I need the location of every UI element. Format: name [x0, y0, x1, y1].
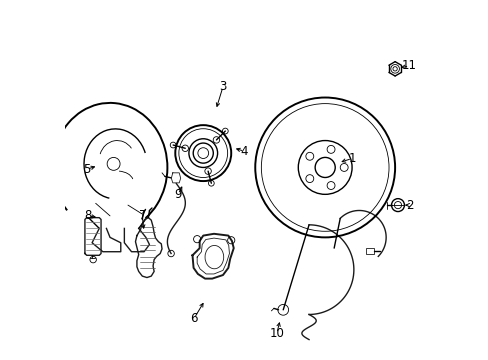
Text: 1: 1 [347, 152, 355, 165]
Text: 11: 11 [401, 59, 416, 72]
Text: 4: 4 [240, 145, 248, 158]
Text: 8: 8 [84, 210, 92, 222]
Text: 2: 2 [405, 199, 412, 212]
Text: 10: 10 [269, 327, 284, 340]
Text: 7: 7 [138, 210, 146, 222]
Text: 6: 6 [190, 311, 198, 325]
Text: 3: 3 [219, 80, 226, 93]
Text: 9: 9 [174, 188, 182, 201]
Text: 5: 5 [83, 163, 90, 176]
